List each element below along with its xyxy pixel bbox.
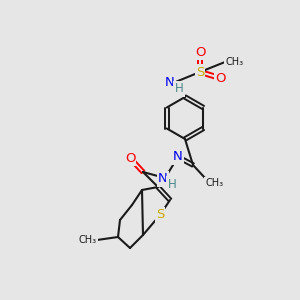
Text: N: N bbox=[173, 151, 183, 164]
Text: CH₃: CH₃ bbox=[205, 178, 223, 188]
Text: O: O bbox=[215, 71, 225, 85]
Text: N: N bbox=[158, 172, 168, 185]
Text: H: H bbox=[168, 178, 176, 190]
Text: N: N bbox=[165, 76, 175, 89]
Text: CH₃: CH₃ bbox=[79, 235, 97, 245]
Text: H: H bbox=[175, 82, 183, 95]
Text: O: O bbox=[195, 46, 205, 59]
Text: S: S bbox=[196, 65, 204, 79]
Text: CH₃: CH₃ bbox=[225, 57, 243, 67]
Text: S: S bbox=[156, 208, 164, 221]
Text: O: O bbox=[125, 152, 135, 164]
